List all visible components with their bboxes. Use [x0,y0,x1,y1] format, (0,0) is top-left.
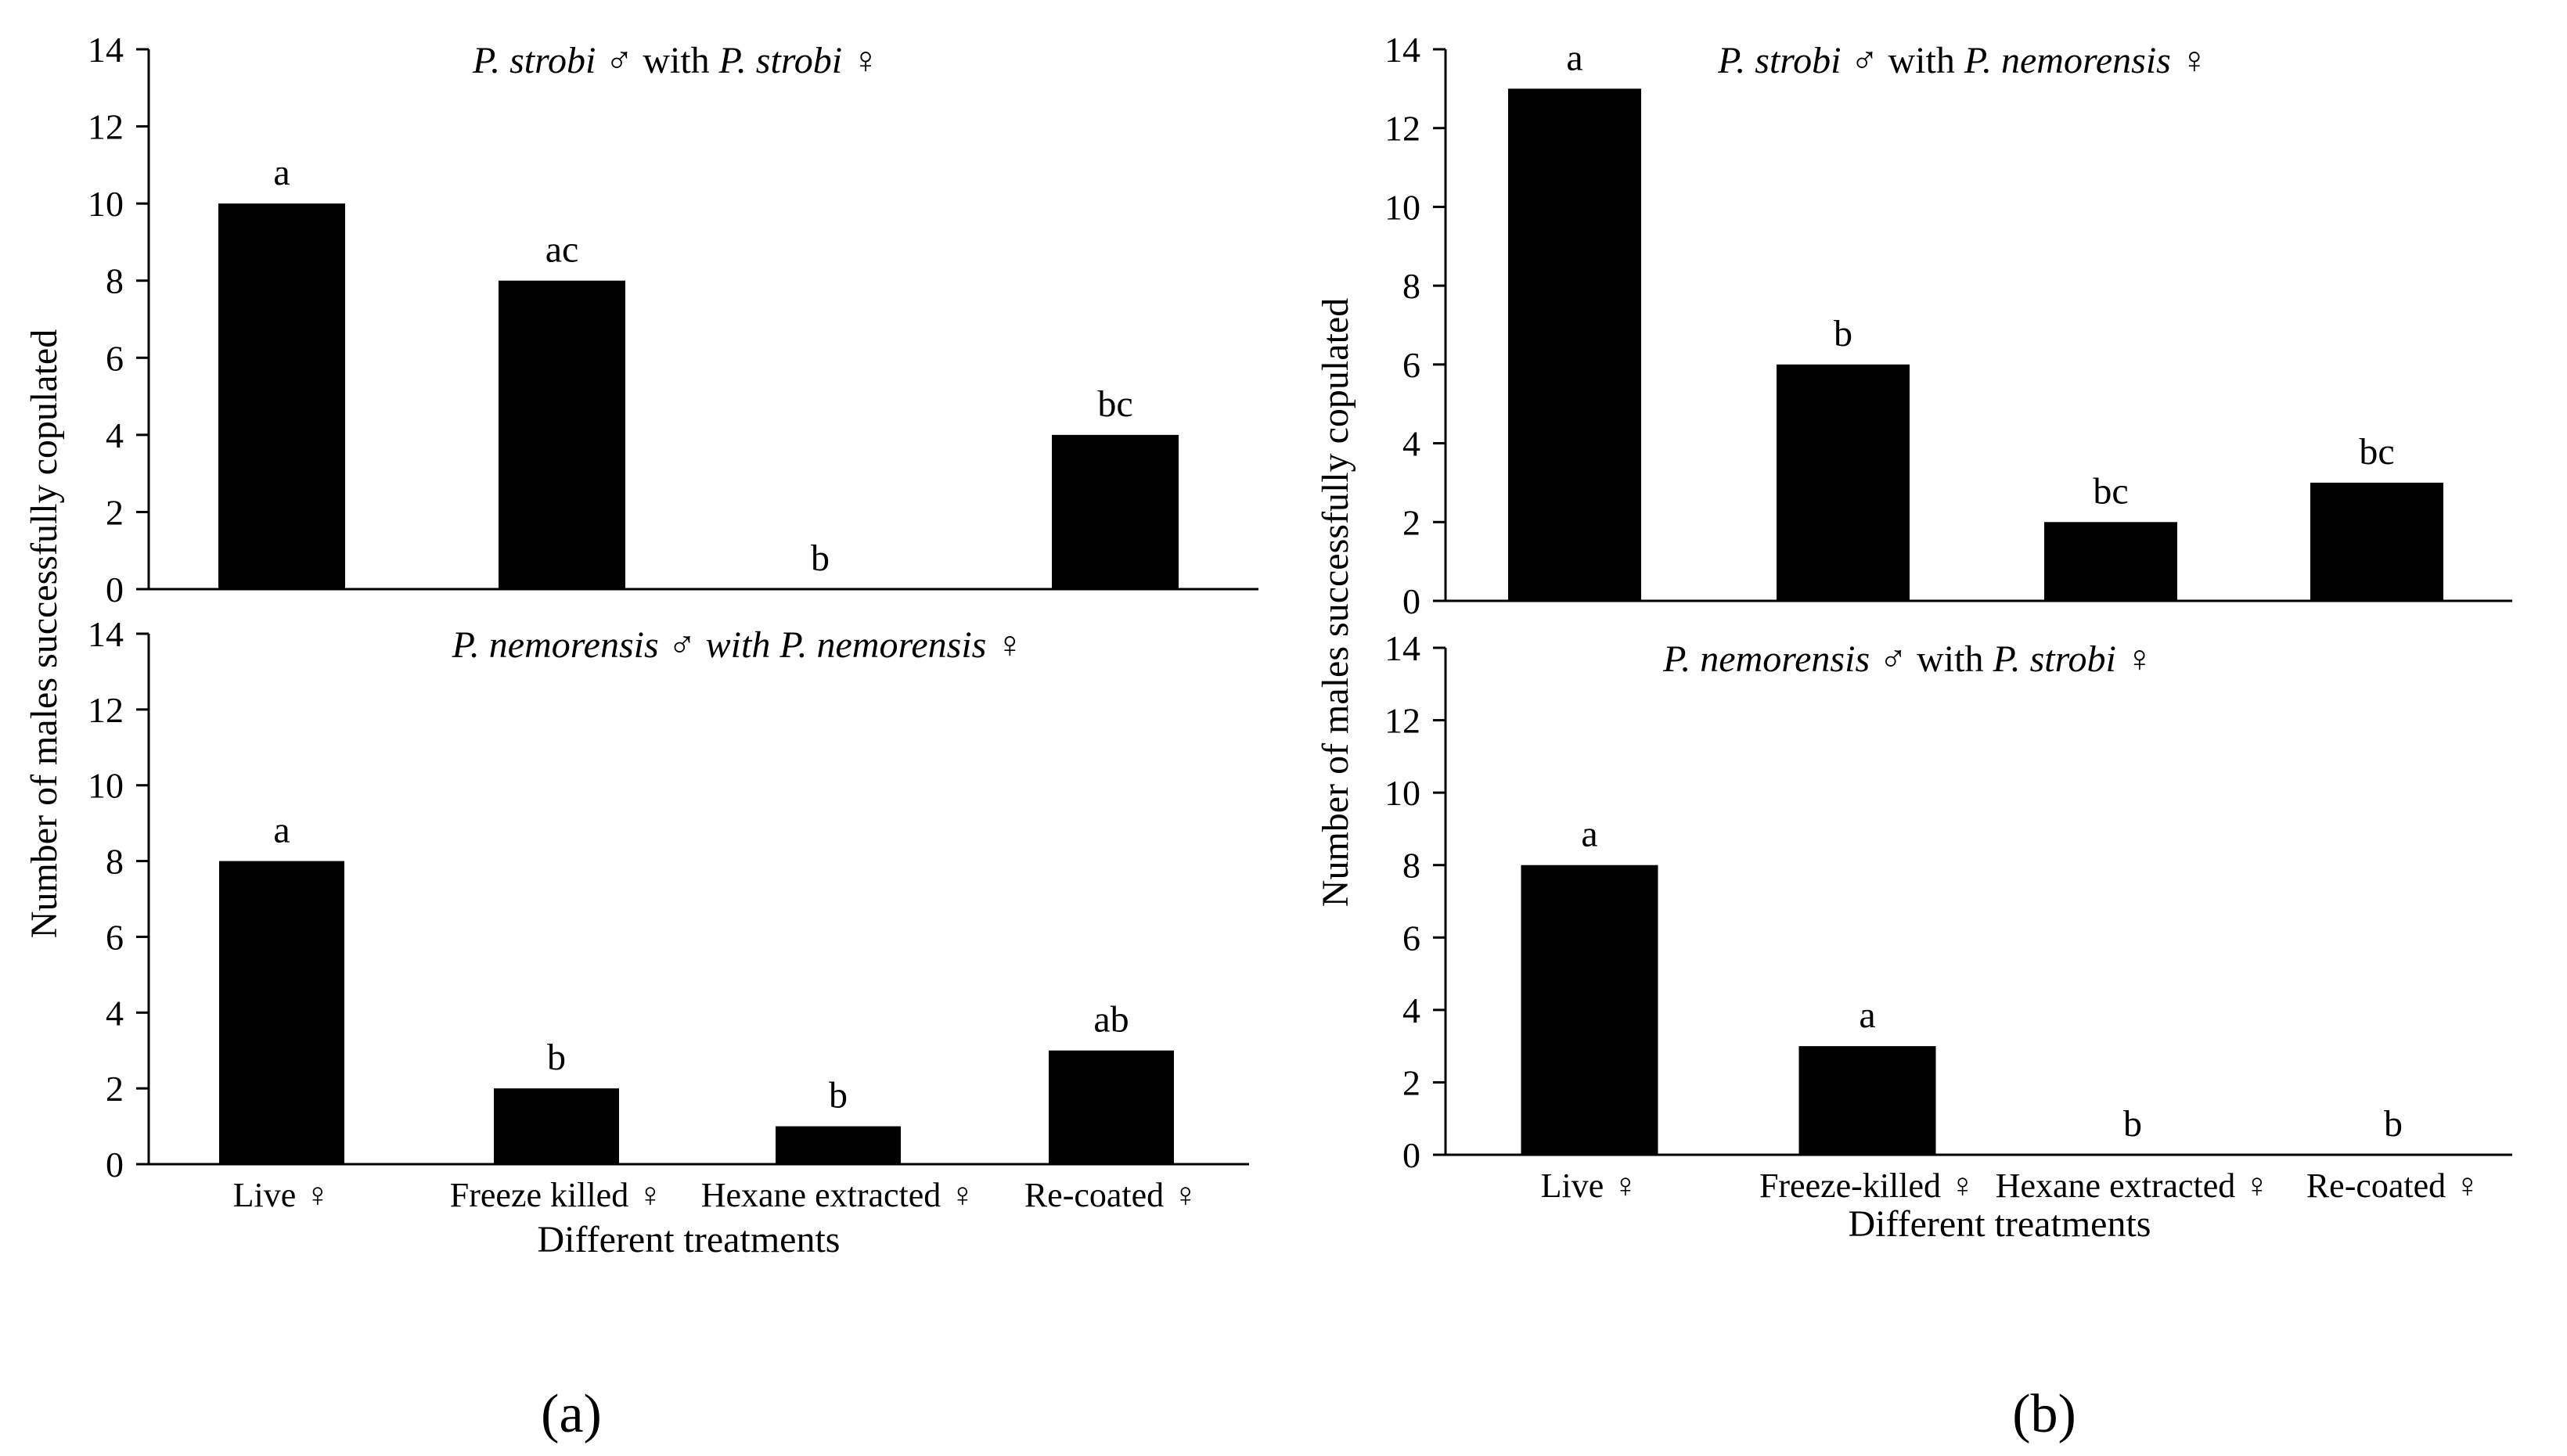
y-tick-label: 2 [1402,502,1420,542]
y-tick-label: 8 [106,842,124,882]
y-tick-label: 8 [1402,846,1420,886]
y-tick-label: 12 [88,690,124,730]
significance-letter: a [273,810,290,851]
chart-title-part: ♀ [842,40,880,81]
chart-title: P. strobi ♂ with P. strobi ♀ [472,40,880,81]
x-category-label: Freeze-killed ♀ [1759,1167,1975,1205]
significance-letter: b [2123,1103,2142,1145]
y-tick-label: 10 [88,766,124,806]
chart-title-part: P. strobi [1992,638,2115,680]
bar [499,280,625,589]
chart-title: P. nemorensis ♂ with P. strobi ♀ [1662,638,2154,680]
y-tick-label: 2 [1402,1062,1420,1102]
y-tick-label: 2 [106,1069,124,1109]
significance-letter: ac [545,229,579,271]
bar [1052,434,1179,589]
significance-letter: a [1859,994,1875,1036]
bar [1798,1046,1936,1155]
chart-title: P. strobi ♂ with P. nemorensis ♀ [1717,40,2209,81]
y-tick-label: 14 [88,30,124,70]
significance-letter: ab [1093,999,1129,1041]
chart-title-part: ♀ [2171,40,2209,81]
y-tick-label: 0 [106,570,124,609]
chart-title-part: P. nemorensis ♂ with P. nemorensis ♀ [452,624,1024,666]
chart-title-part: P. strobi [472,40,596,81]
x-category-label: Freeze killed ♀ [450,1176,663,1214]
y-tick-label: 6 [106,338,124,378]
chart-b-top: 0 2 4 6 8 10 12 14 a b bc bc P. strobi ♂ with P. nem… [1384,30,2512,621]
y-axis-label-a: Number of males successfully copulated [23,329,65,938]
x-category-label: Hexane extracted ♀ [1996,1167,2270,1205]
x-category-label: Re-coated ♀ [1024,1176,1198,1214]
y-tick-label: 14 [1384,628,1420,668]
significance-letter: a [1581,814,1597,855]
x-category-label: Hexane extracted ♀ [701,1176,976,1214]
chart-title-part: P. strobi [718,40,842,81]
y-tick-label: 4 [106,993,124,1033]
significance-letter: bc [2359,431,2394,473]
chart-title-part: ♂ with [596,40,718,81]
y-tick-label: 4 [106,415,124,455]
y-tick-label: 8 [1402,266,1420,306]
x-category-label: Re-coated ♀ [2306,1167,2480,1205]
bar [1049,1050,1174,1164]
y-tick-label: 12 [1384,109,1420,149]
y-tick-label: 8 [106,261,124,301]
x-axis-label-b: Different treatments [1849,1203,2151,1245]
y-tick-label: 12 [1384,701,1420,741]
chart-title-part: ♀ [2116,638,2154,680]
chart-a-bottom: 0 2 4 6 8 10 12 14 a Live ♀ b Freeze killed ♀ b Hexan… [88,614,1249,1214]
x-axis-label-a: Different treatments [538,1219,841,1260]
significance-letter: a [273,152,290,193]
y-tick-label: 6 [1402,345,1420,385]
significance-letter: a [1566,37,1582,78]
y-tick-label: 0 [106,1145,124,1185]
bar [2044,522,2177,601]
panel-label-b: (b) [2012,1384,2076,1444]
significance-letter: b [2384,1103,2403,1145]
y-tick-label: 10 [1384,773,1420,813]
significance-letter: bc [2093,470,2128,512]
chart-title: P. nemorensis ♂ with P. nemorensis ♀ [452,624,1024,666]
y-tick-label: 2 [106,492,124,532]
y-tick-label: 0 [1402,581,1420,621]
y-tick-label: 10 [1384,187,1420,227]
significance-letter: b [829,1075,848,1116]
y-tick-label: 0 [1402,1135,1420,1175]
bar [494,1088,619,1164]
bar [1508,88,1641,602]
significance-letter: b [811,537,830,579]
bar [2310,482,2443,601]
bar [776,1126,901,1164]
chart-b-bottom: 0 2 4 6 8 10 12 14 a Live ♀ a Freeze-killed ♀ b Hexan… [1384,628,2512,1205]
bar [1777,364,1910,601]
charts-layer: 0 2 4 6 8 10 12 14 a ac b bc P. strobi ♂ with P. str… [88,30,2512,1214]
bar [1521,865,1658,1155]
chart-title-part: P. nemorensis [1964,40,2171,81]
y-tick-label: 4 [1402,990,1420,1030]
y-tick-label: 6 [106,917,124,957]
y-axis-label-b: Number of males successfully copulated [1315,298,1356,907]
chart-title-part: P. nemorensis [1662,638,1870,680]
chart-a-top: 0 2 4 6 8 10 12 14 a ac b bc P. strobi ♂ with P. str… [88,30,1258,609]
significance-letter: b [1834,313,1852,354]
chart-title-part: ♂ with [1870,638,1993,680]
panel-label-a: (a) [541,1384,602,1444]
y-tick-label: 14 [88,614,124,654]
significance-letter: bc [1097,383,1132,425]
x-category-label: Live ♀ [1541,1167,1639,1205]
y-tick-label: 10 [88,184,124,224]
chart-title-part: P. strobi [1717,40,1841,81]
chart-title-part: ♂ with [1842,40,1964,81]
y-tick-label: 12 [88,107,124,147]
y-tick-label: 6 [1402,918,1420,958]
y-tick-label: 14 [1384,30,1420,70]
bar [218,203,345,589]
y-tick-label: 4 [1402,424,1420,464]
significance-letter: b [547,1037,566,1078]
bar [219,861,344,1164]
x-category-label: Live ♀ [233,1176,331,1214]
